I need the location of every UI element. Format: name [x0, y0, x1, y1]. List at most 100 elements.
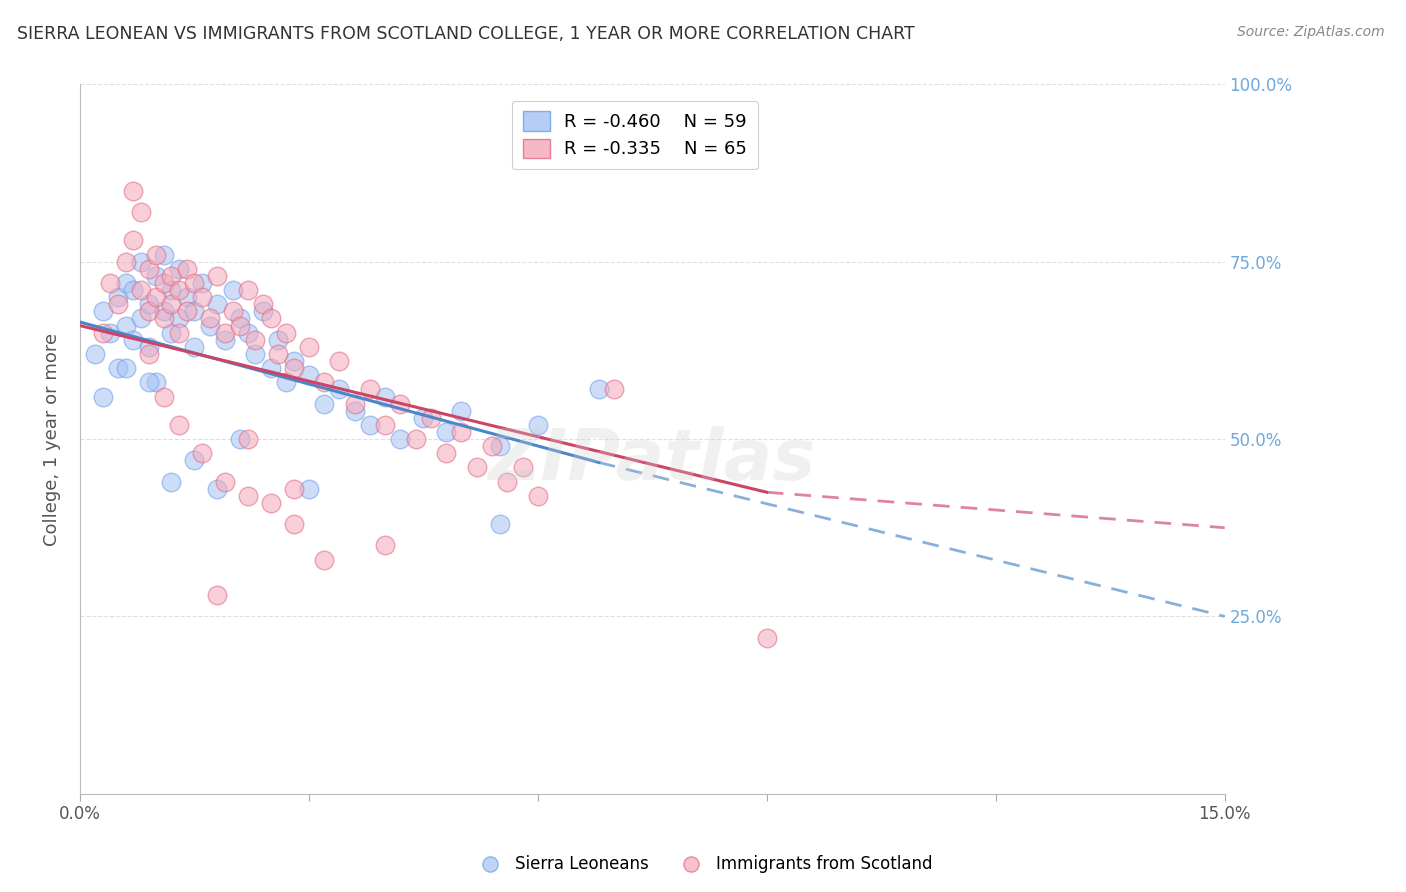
Point — [138, 347, 160, 361]
Point — [145, 247, 167, 261]
Point — [160, 268, 183, 283]
Point — [527, 489, 550, 503]
Point — [91, 326, 114, 340]
Point — [167, 311, 190, 326]
Point — [488, 517, 510, 532]
Point — [314, 552, 336, 566]
Point — [153, 304, 176, 318]
Point — [122, 234, 145, 248]
Point — [374, 417, 396, 432]
Point — [122, 333, 145, 347]
Point — [176, 261, 198, 276]
Point — [214, 475, 236, 489]
Point — [229, 432, 252, 446]
Point — [153, 276, 176, 290]
Point — [138, 340, 160, 354]
Point — [160, 297, 183, 311]
Point — [229, 311, 252, 326]
Point — [114, 361, 136, 376]
Point — [374, 390, 396, 404]
Point — [153, 247, 176, 261]
Point — [588, 383, 610, 397]
Point — [252, 304, 274, 318]
Point — [252, 297, 274, 311]
Text: Source: ZipAtlas.com: Source: ZipAtlas.com — [1237, 25, 1385, 39]
Point — [145, 268, 167, 283]
Legend: Sierra Leoneans, Immigrants from Scotland: Sierra Leoneans, Immigrants from Scotlan… — [467, 848, 939, 880]
Point — [343, 396, 366, 410]
Text: SIERRA LEONEAN VS IMMIGRANTS FROM SCOTLAND COLLEGE, 1 YEAR OR MORE CORRELATION C: SIERRA LEONEAN VS IMMIGRANTS FROM SCOTLA… — [17, 25, 915, 43]
Point — [160, 283, 183, 297]
Point — [129, 283, 152, 297]
Point — [138, 261, 160, 276]
Point — [314, 396, 336, 410]
Point — [107, 297, 129, 311]
Point — [283, 517, 305, 532]
Point — [160, 326, 183, 340]
Point — [153, 390, 176, 404]
Point — [107, 361, 129, 376]
Point — [129, 205, 152, 219]
Point — [245, 333, 267, 347]
Point — [129, 254, 152, 268]
Point — [214, 326, 236, 340]
Point — [420, 410, 443, 425]
Point — [114, 318, 136, 333]
Point — [328, 354, 350, 368]
Point — [207, 482, 229, 496]
Legend: R = -0.460    N = 59, R = -0.335    N = 65: R = -0.460 N = 59, R = -0.335 N = 65 — [512, 101, 758, 169]
Point — [207, 588, 229, 602]
Point — [100, 276, 122, 290]
Point — [229, 318, 252, 333]
Point — [283, 354, 305, 368]
Point — [138, 297, 160, 311]
Point — [198, 318, 221, 333]
Point — [755, 631, 778, 645]
Point — [129, 311, 152, 326]
Point — [145, 290, 167, 304]
Point — [267, 333, 290, 347]
Point — [374, 538, 396, 552]
Point — [107, 290, 129, 304]
Point — [412, 410, 434, 425]
Point — [298, 340, 321, 354]
Point — [167, 283, 190, 297]
Point — [236, 489, 259, 503]
Point — [450, 425, 472, 439]
Point — [389, 396, 412, 410]
Point — [603, 383, 626, 397]
Point — [176, 290, 198, 304]
Point — [183, 340, 205, 354]
Point — [145, 376, 167, 390]
Point — [283, 482, 305, 496]
Point — [314, 376, 336, 390]
Point — [450, 403, 472, 417]
Point — [160, 475, 183, 489]
Point — [191, 290, 214, 304]
Point — [122, 283, 145, 297]
Point — [176, 304, 198, 318]
Point — [214, 333, 236, 347]
Point — [183, 304, 205, 318]
Point — [153, 311, 176, 326]
Point — [138, 304, 160, 318]
Point — [167, 261, 190, 276]
Point — [167, 326, 190, 340]
Point — [496, 475, 519, 489]
Point — [207, 268, 229, 283]
Point — [359, 383, 381, 397]
Point — [245, 347, 267, 361]
Point — [183, 276, 205, 290]
Point — [434, 425, 457, 439]
Point — [343, 403, 366, 417]
Point — [138, 376, 160, 390]
Point — [465, 460, 488, 475]
Point — [405, 432, 427, 446]
Point — [267, 347, 290, 361]
Point — [298, 368, 321, 383]
Point — [434, 446, 457, 460]
Point — [167, 417, 190, 432]
Point — [91, 304, 114, 318]
Point — [183, 453, 205, 467]
Point — [527, 417, 550, 432]
